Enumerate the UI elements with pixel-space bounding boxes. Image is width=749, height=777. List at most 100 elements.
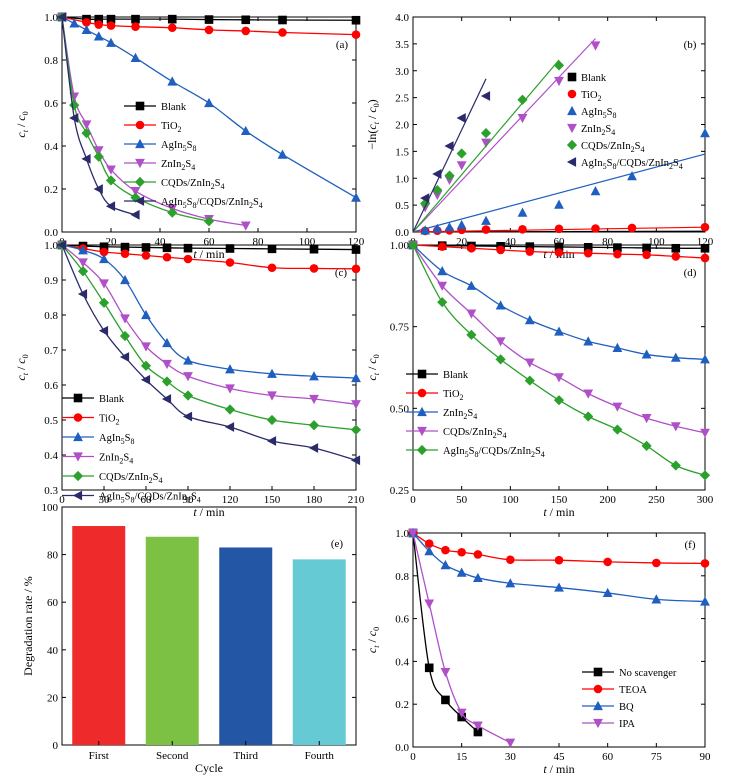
data-point [99, 242, 109, 252]
plot-frame [412, 532, 706, 748]
series-line [61, 16, 357, 21]
x-tick-label: 50 [456, 494, 468, 506]
data-point [652, 558, 661, 568]
x-tick-label: 80 [602, 236, 614, 248]
chart-panel-b: 0.00.51.01.52.02.53.03.54.00204060801001… [365, 12, 714, 261]
data-point [93, 151, 104, 162]
x-tick-label: First [89, 750, 109, 762]
legend-label: Blank [161, 102, 187, 113]
legend-label: CQDs/ZnIn2S4 [161, 178, 224, 191]
x-tick-label: 0 [410, 494, 416, 506]
data-point [81, 24, 92, 34]
data-point [457, 547, 466, 557]
y-tick-label: 0.0 [395, 227, 409, 239]
series-line [412, 532, 706, 603]
legend-label: ZnIn2S4 [581, 124, 615, 137]
data-point [517, 94, 528, 105]
data-point [162, 359, 172, 370]
data-point [466, 280, 477, 290]
legend-marker [134, 196, 145, 206]
data-point [612, 424, 623, 435]
y-tick-label: 0.8 [395, 571, 409, 583]
y-tick-label: 0.0 [44, 227, 58, 239]
legend-label: CQDs/ZnIn2S4 [581, 141, 644, 154]
x-tick-label: Fourth [305, 750, 335, 762]
data-point [420, 198, 431, 209]
data-point [481, 225, 491, 234]
legend-label: AgIn5S8/CQDs/ZnIn2S4 [443, 446, 545, 459]
data-point [131, 14, 140, 24]
y-tick-label: 0.4 [44, 141, 58, 153]
series-line [61, 16, 136, 216]
data-point [105, 201, 116, 212]
data-point [141, 342, 151, 352]
data-point [183, 355, 193, 365]
data-point [642, 250, 651, 260]
x-tick-label: 90 [183, 494, 195, 506]
data-point [583, 411, 594, 422]
legend-label: Blank [581, 73, 607, 84]
chart-panel-d: 0.25 0.50 0.75 1.00 0 50 100 150 200 250 300 Blank T… [365, 239, 714, 519]
data-point [351, 264, 361, 274]
data-point [309, 264, 319, 273]
legend-marker [73, 431, 83, 442]
series-TEOA [408, 528, 710, 568]
x-tick-label: 20 [106, 236, 118, 248]
data-point [98, 325, 109, 336]
data-point [627, 223, 637, 233]
data-point [671, 252, 681, 261]
y-tick-label: 0.75 [390, 322, 410, 334]
legend-label: AgIn5S8/CQDs/ZnIn2S4 [99, 492, 201, 505]
data-point [241, 26, 251, 36]
data-point [351, 400, 361, 410]
data-point [627, 171, 637, 181]
data-point [432, 184, 443, 196]
data-point [554, 242, 564, 252]
x-tick-label: 15 [456, 751, 468, 763]
data-point [496, 245, 505, 255]
y-tick-label: 0.4 [395, 656, 409, 668]
x-tick-label: 45 [554, 751, 566, 763]
data-point [518, 225, 527, 234]
data-point [94, 20, 104, 29]
data-point [612, 342, 623, 352]
data-point [554, 582, 564, 592]
legend-marker [417, 406, 427, 417]
panel-label: (a) [336, 39, 349, 51]
legend-label: AgIn5S8/CQDs/ZnIn2S4 [581, 158, 683, 171]
data-point [456, 219, 467, 230]
series-Blank [57, 12, 361, 25]
legend-label: TiO2 [99, 414, 120, 427]
data-point [554, 555, 564, 565]
data-point [93, 184, 103, 194]
data-point [94, 14, 104, 24]
data-point [225, 258, 235, 267]
y-tick-label: 1.0 [44, 240, 58, 252]
series-AgIn5S8 [57, 239, 361, 383]
data-point [120, 274, 130, 285]
y-axis-label: ct / c0 [365, 354, 381, 380]
data-point [553, 395, 565, 406]
y-tick-label: 20 [47, 692, 59, 704]
series-BQ [408, 527, 710, 606]
data-point [554, 224, 564, 234]
x-tick-label: 40 [505, 236, 517, 248]
legend-marker [567, 105, 577, 116]
legend: Blank TiO2 ZnIn2S4 CQDs/ZnIn2S4 AgIn5S8/CQDs… [406, 369, 545, 459]
data-point [670, 352, 681, 362]
data-point [120, 242, 130, 252]
legend-label: AgIn5S8 [581, 107, 616, 120]
legend-label: BQ [619, 702, 634, 713]
data-point [308, 420, 320, 431]
data-point [119, 352, 130, 362]
fit-line [412, 59, 560, 233]
legend-label: AgIn5S8 [99, 433, 134, 446]
data-point [583, 242, 593, 252]
data-point [81, 128, 92, 139]
data-point [267, 244, 277, 254]
legend-marker [593, 684, 603, 694]
data-point [456, 113, 466, 123]
x-tick-label: 60 [602, 751, 614, 763]
data-point [408, 528, 418, 539]
data-point [167, 14, 177, 24]
